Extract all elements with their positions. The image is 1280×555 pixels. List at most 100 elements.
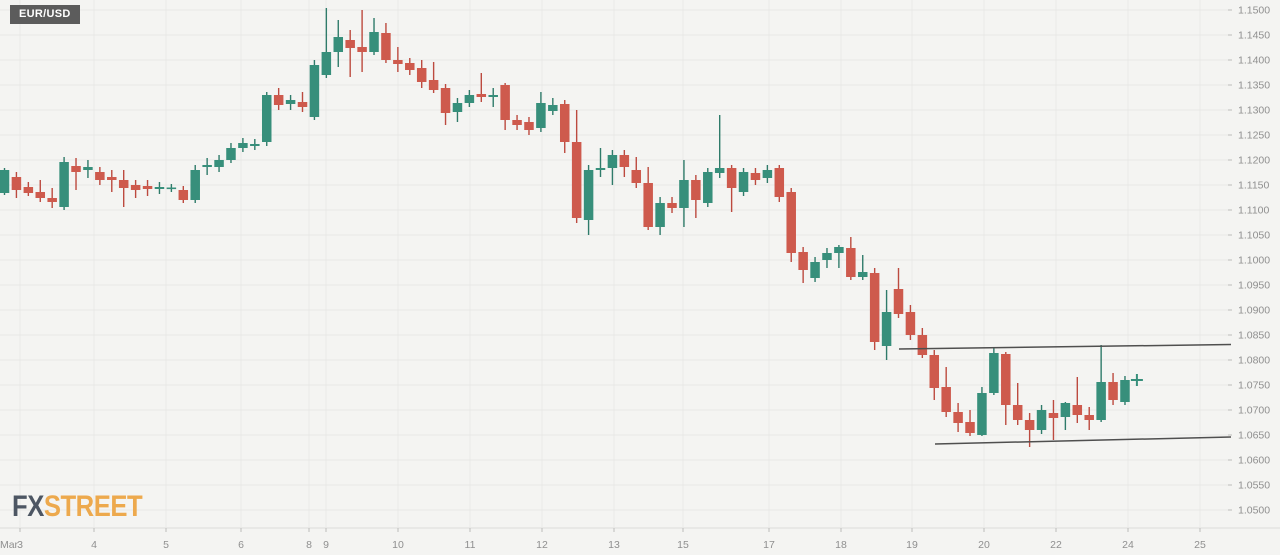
candle-up[interactable]	[714, 168, 725, 173]
candle-down[interactable]	[381, 33, 391, 60]
candle-up[interactable]	[1036, 410, 1047, 430]
candle-up[interactable]	[226, 148, 236, 160]
candle-up[interactable]	[548, 105, 558, 111]
candle-down[interactable]	[35, 192, 46, 198]
candle-down[interactable]	[726, 168, 737, 188]
candle-down[interactable]	[559, 104, 570, 142]
candle-up[interactable]	[166, 187, 177, 190]
candle-up[interactable]	[59, 162, 69, 207]
candle-down[interactable]	[1084, 415, 1094, 420]
candle-up[interactable]	[881, 312, 892, 346]
candle-down[interactable]	[965, 422, 975, 433]
candle-up[interactable]	[238, 143, 248, 148]
candle-up[interactable]	[703, 172, 713, 203]
candle-up[interactable]	[250, 144, 260, 146]
candle-down[interactable]	[750, 173, 761, 180]
candle-down[interactable]	[345, 40, 355, 48]
candle-up[interactable]	[738, 172, 749, 192]
candle-up[interactable]	[834, 247, 844, 253]
candle-down[interactable]	[512, 120, 522, 125]
candle-up[interactable]	[857, 272, 868, 277]
candle-down[interactable]	[571, 142, 582, 218]
candle-down[interactable]	[23, 187, 34, 193]
candle-down[interactable]	[500, 85, 510, 120]
candle-up[interactable]	[810, 262, 820, 278]
candle-down[interactable]	[786, 192, 796, 253]
candle-down[interactable]	[905, 312, 916, 335]
candle-up[interactable]	[822, 253, 832, 260]
candle-down[interactable]	[95, 172, 105, 180]
candle-up[interactable]	[285, 100, 296, 104]
candle-up[interactable]	[261, 95, 272, 142]
candle-up[interactable]	[154, 187, 165, 189]
candle-down[interactable]	[691, 180, 701, 200]
candle-up[interactable]	[595, 168, 606, 170]
candle-down[interactable]	[142, 186, 153, 189]
candle-up[interactable]	[464, 95, 475, 103]
support-line[interactable]	[934, 436, 1232, 445]
candle-down[interactable]	[667, 203, 677, 208]
candle-up[interactable]	[989, 353, 999, 393]
candle-up[interactable]	[977, 393, 987, 435]
candle-down[interactable]	[1012, 405, 1023, 420]
candle-down[interactable]	[953, 412, 963, 423]
candle-down[interactable]	[118, 180, 129, 188]
candle-up[interactable]	[1060, 403, 1071, 417]
candle-down[interactable]	[71, 166, 81, 172]
candle-down[interactable]	[1048, 413, 1059, 418]
candle-up[interactable]	[1120, 380, 1130, 402]
candle-down[interactable]	[297, 102, 308, 107]
candle-down[interactable]	[476, 94, 487, 97]
candle-down[interactable]	[11, 177, 22, 190]
candle-up[interactable]	[488, 95, 498, 97]
candle-down[interactable]	[643, 183, 653, 227]
candle-up[interactable]	[679, 180, 689, 208]
candle-down[interactable]	[405, 63, 415, 70]
candle-down[interactable]	[798, 252, 808, 270]
candle-up[interactable]	[309, 65, 320, 117]
candle-down[interactable]	[929, 355, 940, 388]
candle-up[interactable]	[655, 203, 665, 227]
candle-up[interactable]	[536, 103, 546, 128]
candle-down[interactable]	[941, 387, 951, 412]
candle-up[interactable]	[321, 52, 332, 75]
candle-down[interactable]	[893, 289, 904, 314]
candle-down[interactable]	[631, 170, 642, 183]
candle-down[interactable]	[393, 60, 403, 64]
candle-down[interactable]	[524, 122, 534, 130]
candle-down[interactable]	[428, 80, 439, 90]
candle-up[interactable]	[83, 167, 93, 170]
candle-down[interactable]	[1108, 382, 1118, 400]
resistance-line[interactable]	[898, 343, 1232, 350]
candle-down[interactable]	[416, 68, 427, 82]
candle-up[interactable]	[0, 170, 10, 193]
candle-up[interactable]	[583, 170, 594, 220]
candle-down[interactable]	[846, 248, 856, 277]
candle-down[interactable]	[273, 95, 284, 105]
candle-up[interactable]	[452, 103, 463, 112]
candle-down[interactable]	[869, 273, 880, 342]
y-axis-label: 1.1150	[1238, 180, 1269, 192]
candle-down[interactable]	[107, 177, 117, 180]
candle-down[interactable]	[130, 185, 141, 190]
candle-down[interactable]	[619, 155, 630, 167]
candle-up[interactable]	[214, 160, 224, 167]
candle-up[interactable]	[762, 170, 773, 178]
candle-up[interactable]	[1096, 382, 1106, 420]
candle-down[interactable]	[774, 168, 785, 197]
candle-down[interactable]	[47, 198, 57, 202]
candle-down[interactable]	[357, 47, 367, 52]
x-axis-label: 9	[323, 539, 329, 551]
candle-up[interactable]	[202, 165, 212, 167]
candle-down[interactable]	[440, 88, 451, 113]
candle-down[interactable]	[1072, 405, 1083, 415]
candle-down[interactable]	[917, 335, 928, 355]
candle-down[interactable]	[178, 190, 189, 200]
candle-down[interactable]	[1024, 420, 1035, 430]
candle-up[interactable]	[607, 155, 618, 168]
candle-down[interactable]	[1001, 354, 1011, 405]
candle-up[interactable]	[333, 37, 344, 52]
candle-up[interactable]	[190, 170, 200, 200]
candle-up[interactable]	[369, 32, 379, 52]
